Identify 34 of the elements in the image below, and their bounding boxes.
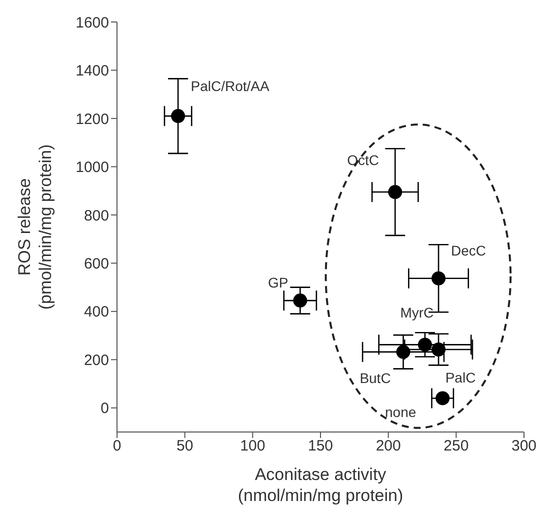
y-tick-label: 1400	[76, 62, 109, 80]
y-tick-label: 200	[84, 352, 109, 369]
y-tick-label: 1600	[76, 14, 109, 32]
x-tick-label: 150	[308, 438, 334, 455]
point	[388, 185, 402, 200]
x-axis-title: Aconitase activity (nmol/min/mg protein)	[238, 465, 404, 505]
y-tick-label: 400	[84, 304, 109, 321]
point	[396, 344, 410, 359]
y-tick-label: 0	[100, 400, 109, 418]
y-tick-label: 1200	[76, 110, 109, 128]
annotation: MyrC	[400, 304, 434, 321]
y-tick-label: 1000	[76, 159, 109, 176]
x-tick-label: 50	[176, 438, 194, 455]
point	[171, 109, 186, 124]
y-axis-title: ROS release (pmol/min/mg protein)	[15, 144, 55, 310]
x-tick-label: 250	[444, 438, 469, 455]
x-tick-label: 300	[511, 438, 537, 455]
point	[418, 338, 432, 352]
point	[432, 342, 446, 357]
y-tick-label: 600	[84, 256, 109, 272]
x-tick-label: 0	[112, 438, 122, 455]
annotation: GP	[268, 274, 288, 291]
point	[436, 391, 450, 406]
y-tick-label: 800	[84, 207, 109, 224]
annotation: PalC/Rot/AA	[190, 78, 270, 94]
point	[432, 271, 446, 286]
annotation: DecC	[451, 242, 486, 258]
annotation: PalC	[445, 370, 476, 386]
x-tick-label: 200	[376, 438, 401, 455]
point	[293, 294, 308, 308]
annotation: ButC	[360, 370, 391, 386]
annotation: OctC	[347, 152, 380, 168]
annotation: none	[385, 404, 416, 420]
x-tick-label: 100	[240, 438, 266, 455]
